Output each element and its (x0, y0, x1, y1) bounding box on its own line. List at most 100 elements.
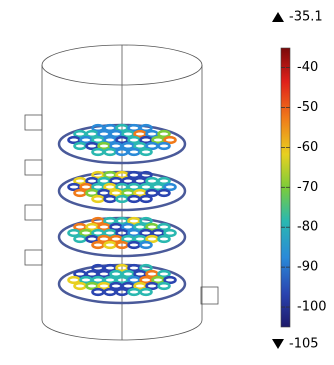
ring (129, 172, 140, 178)
ring (135, 224, 146, 230)
ring (87, 283, 98, 289)
ring (93, 184, 104, 190)
ring (99, 131, 110, 137)
ring (75, 190, 86, 196)
ring (123, 143, 134, 149)
port (25, 160, 42, 175)
ring (81, 137, 92, 143)
ring (75, 178, 86, 184)
ring (75, 236, 86, 242)
ring (69, 230, 80, 236)
ring (93, 196, 104, 202)
ring (123, 271, 134, 277)
tick-label: -40 (297, 60, 318, 75)
port (25, 115, 42, 130)
ring (159, 236, 170, 242)
ring (93, 149, 104, 155)
ring (135, 190, 146, 196)
ring (129, 218, 140, 224)
max-label: -35.1 (289, 10, 323, 25)
ring (105, 137, 116, 143)
ring (69, 184, 80, 190)
ring (165, 184, 176, 190)
ring (153, 137, 164, 143)
ring (135, 271, 146, 277)
port (25, 250, 42, 265)
plot-view: -35.1 -105 -40-50-60-70-80-90-100 (0, 0, 334, 365)
ring (105, 230, 116, 236)
ring (141, 149, 152, 155)
ring (105, 125, 116, 131)
ring (129, 289, 140, 295)
ring (141, 242, 152, 248)
ring (81, 277, 92, 283)
ring (111, 283, 122, 289)
ring (87, 131, 98, 137)
ring (123, 190, 134, 196)
ring (153, 230, 164, 236)
ring (111, 178, 122, 184)
ring (141, 137, 152, 143)
ring (75, 131, 86, 137)
ring (129, 149, 140, 155)
ring (141, 289, 152, 295)
ring (99, 236, 110, 242)
ring (93, 230, 104, 236)
ring (87, 178, 98, 184)
tick-label: -60 (297, 140, 318, 155)
ring (69, 137, 80, 143)
ring (147, 131, 158, 137)
ring (75, 271, 86, 277)
ring (147, 236, 158, 242)
port (201, 287, 218, 304)
ring (87, 190, 98, 196)
ring (111, 190, 122, 196)
ring (147, 283, 158, 289)
ring (129, 125, 140, 131)
ring (105, 196, 116, 202)
ring (147, 143, 158, 149)
ring (123, 178, 134, 184)
ring (135, 131, 146, 137)
ring (141, 184, 152, 190)
ring (87, 236, 98, 242)
ring (129, 196, 140, 202)
ring (105, 149, 116, 155)
ring (129, 184, 140, 190)
min-arrow (272, 339, 284, 349)
ring (99, 143, 110, 149)
ring (99, 178, 110, 184)
ring (165, 277, 176, 283)
ring (165, 230, 176, 236)
ring (111, 271, 122, 277)
ring (93, 277, 104, 283)
ring (159, 131, 170, 137)
tick-label: -50 (297, 100, 318, 115)
ring (135, 178, 146, 184)
ring (129, 242, 140, 248)
ring (141, 196, 152, 202)
ring (93, 289, 104, 295)
ring (99, 283, 110, 289)
ring (75, 224, 86, 230)
ring (111, 143, 122, 149)
ring (123, 224, 134, 230)
ring (105, 218, 116, 224)
ring (123, 283, 134, 289)
ring (105, 184, 116, 190)
ring (147, 178, 158, 184)
ring (153, 277, 164, 283)
ring (129, 137, 140, 143)
ring (165, 137, 176, 143)
ring (105, 265, 116, 271)
ring (111, 224, 122, 230)
ring (81, 184, 92, 190)
ring (159, 178, 170, 184)
ring (93, 242, 104, 248)
max-arrow (272, 12, 284, 22)
ring (87, 224, 98, 230)
ring (135, 283, 146, 289)
min-label: -105 (289, 337, 319, 352)
ring (123, 131, 134, 137)
ring (141, 277, 152, 283)
